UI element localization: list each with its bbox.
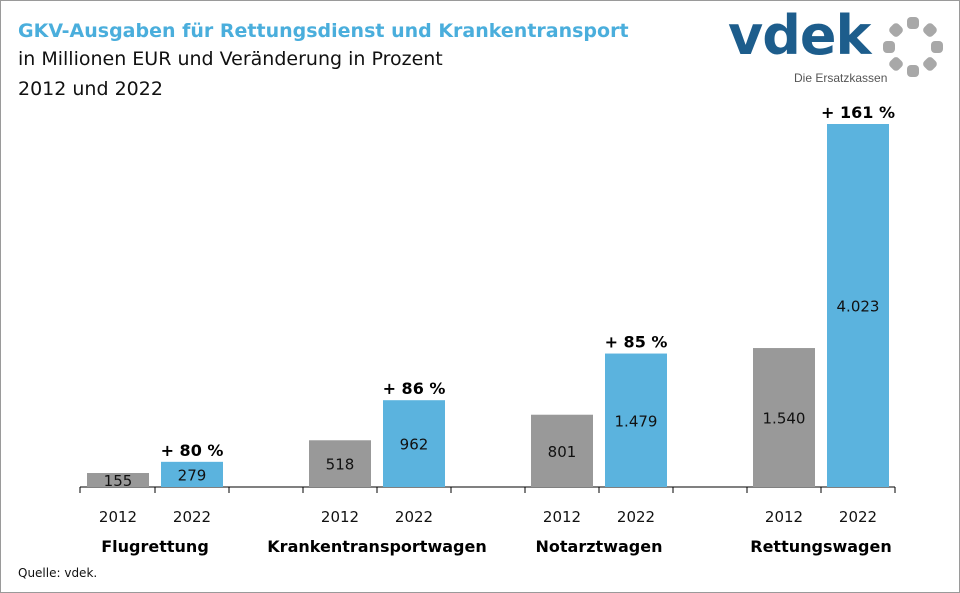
bar-value-label: 1.479 — [615, 412, 658, 430]
category-label: Flugrettung — [101, 537, 209, 556]
x-tick-label: 2022 — [617, 508, 655, 526]
x-tick-label: 2022 — [173, 508, 211, 526]
change-label: + 85 % — [605, 333, 668, 352]
bar-value-label: 1.540 — [763, 410, 806, 428]
logo-tagline: Die Ersatzkassen — [794, 71, 888, 85]
logo-ring-dot — [889, 23, 903, 37]
category-label: Notarztwagen — [536, 537, 663, 556]
x-tick-label: 2012 — [543, 508, 581, 526]
logo-ring-dot — [883, 41, 895, 53]
bar-2022 — [161, 461, 223, 487]
change-label: + 86 % — [383, 379, 446, 398]
x-tick-label: 2022 — [395, 508, 433, 526]
bar-value-label: 4.023 — [837, 298, 880, 316]
chart-title: GKV-Ausgaben für Rettungsdienst und Kran… — [18, 20, 629, 42]
logo-ring-dot — [889, 57, 903, 71]
bar-2012 — [753, 348, 815, 487]
logo-wordmark: vdek — [728, 4, 871, 67]
bar-value-label: 518 — [326, 456, 355, 474]
logo-ring-dot — [907, 17, 919, 29]
header: GKV-Ausgaben für Rettungsdienst und Kran… — [18, 18, 629, 104]
x-tick-label: 2022 — [839, 508, 877, 526]
bar-2022 — [605, 353, 667, 487]
bar-value-label: 155 — [104, 472, 133, 490]
change-label: + 161 % — [821, 103, 895, 122]
bar-2022 — [827, 124, 889, 487]
logo-ring-dot — [931, 41, 943, 53]
category-label: Rettungswagen — [750, 537, 892, 556]
bar-2012 — [531, 414, 593, 487]
logo-ring-icon — [883, 17, 943, 77]
x-tick-label: 2012 — [99, 508, 137, 526]
x-tick-label: 2012 — [765, 508, 803, 526]
change-label: + 80 % — [161, 441, 224, 460]
bar-2012 — [87, 473, 149, 487]
bar-value-label: 962 — [400, 436, 429, 454]
source-note: Quelle: vdek. — [18, 566, 98, 580]
chart-subtitle: in Millionen EUR und Veränderung in Proz… — [18, 48, 443, 70]
bar-value-label: 801 — [548, 443, 577, 461]
category-label: Krankentransportwagen — [267, 537, 486, 556]
logo-ring-dot — [923, 23, 937, 37]
vdek-logo: vdek Die Ersatzkassen — [728, 4, 948, 92]
chart-period: 2012 und 2022 — [18, 78, 163, 100]
x-tick-label: 2012 — [321, 508, 359, 526]
bar-value-label: 279 — [178, 466, 207, 484]
bar-2012 — [309, 440, 371, 487]
logo-ring-dot — [923, 57, 937, 71]
bar-2022 — [383, 400, 445, 487]
logo-ring-dot — [907, 65, 919, 77]
